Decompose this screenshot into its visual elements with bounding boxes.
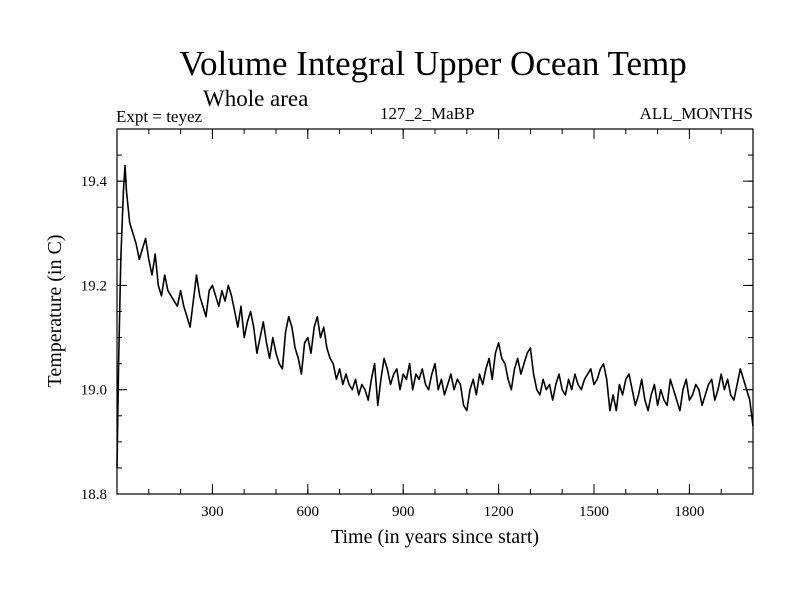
x-tick-label: 1500 [579,504,609,520]
y-tick-label: 19.0 [81,383,107,399]
tick-labels: 300 600 900 1200 1500 1800 18.8 19.0 19.2 19.4 [81,174,705,520]
experiment-label: Expt = teyez [116,107,203,126]
temperature-series-line [116,164,754,468]
x-tick-label: 900 [392,504,415,520]
chart-title: Volume Integral Upper Ocean Temp [179,44,687,83]
y-axis-label: Temperature (in C) [44,235,66,388]
axis-ticks [117,129,753,495]
x-axis-label: Time (in years since start) [331,526,539,548]
run-label: 127_2_MaBP [380,104,475,123]
y-tick-label: 19.4 [81,174,108,190]
chart-subtitle: Whole area [203,86,309,111]
months-label: ALL_MONTHS [639,104,753,123]
x-tick-label: 1200 [484,504,514,520]
x-tick-label: 300 [201,504,224,520]
plot-frame [116,128,754,495]
x-tick-label: 600 [297,504,320,520]
y-tick-label: 18.8 [81,487,107,503]
y-tick-label: 19.2 [81,278,107,294]
x-tick-label: 1800 [674,504,704,520]
